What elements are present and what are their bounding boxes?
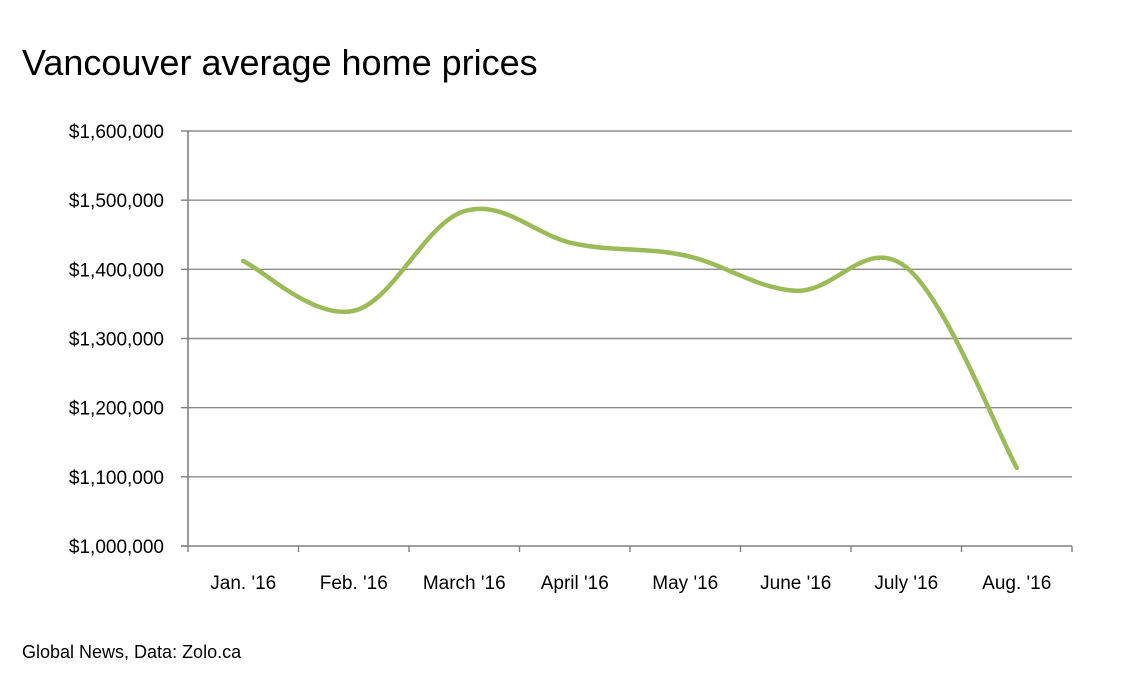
chart-title: Vancouver average home prices: [22, 42, 538, 83]
x-tick-label: Aug. '16: [982, 573, 1051, 594]
data-point: [241, 258, 246, 264]
data-point: [351, 308, 356, 314]
x-tick-label: Jan. '16: [210, 573, 276, 594]
data-point: [904, 265, 909, 270]
y-tick-labels: $1,000,000 $1,100,000 $1,200,000 $1,300,000…: [69, 122, 164, 558]
data-point: [462, 209, 467, 214]
data-point: [683, 253, 688, 258]
x-tick-labels: Jan. '16 Feb. '16 March '16 April '16 May '1…: [210, 573, 1051, 594]
y-tick-label: $1,300,000: [69, 330, 164, 351]
x-tick-label: March '16: [423, 573, 506, 594]
y-tick-label: $1,600,000: [69, 122, 164, 143]
series: [241, 206, 1019, 471]
source-note: Global News, Data: Zolo.ca: [22, 642, 242, 662]
x-tick-label: Feb. '16: [320, 573, 388, 594]
data-point: [1014, 465, 1019, 471]
gridlines: [188, 130, 1072, 478]
x-tick-label: May '16: [652, 573, 718, 594]
data-point: [572, 241, 577, 246]
x-tick-label: April '16: [541, 573, 609, 594]
axes: [181, 130, 1073, 552]
y-tick-label: $1,200,000: [69, 399, 164, 420]
y-tick-label: $1,500,000: [69, 191, 164, 212]
x-tick-label: July '16: [874, 573, 938, 594]
y-tick-label: $1,100,000: [69, 468, 164, 489]
y-tick-label: $1,400,000: [69, 260, 164, 281]
y-tick-label: $1,000,000: [69, 537, 164, 558]
x-tick-label: June '16: [760, 573, 831, 594]
data-point: [793, 288, 798, 293]
